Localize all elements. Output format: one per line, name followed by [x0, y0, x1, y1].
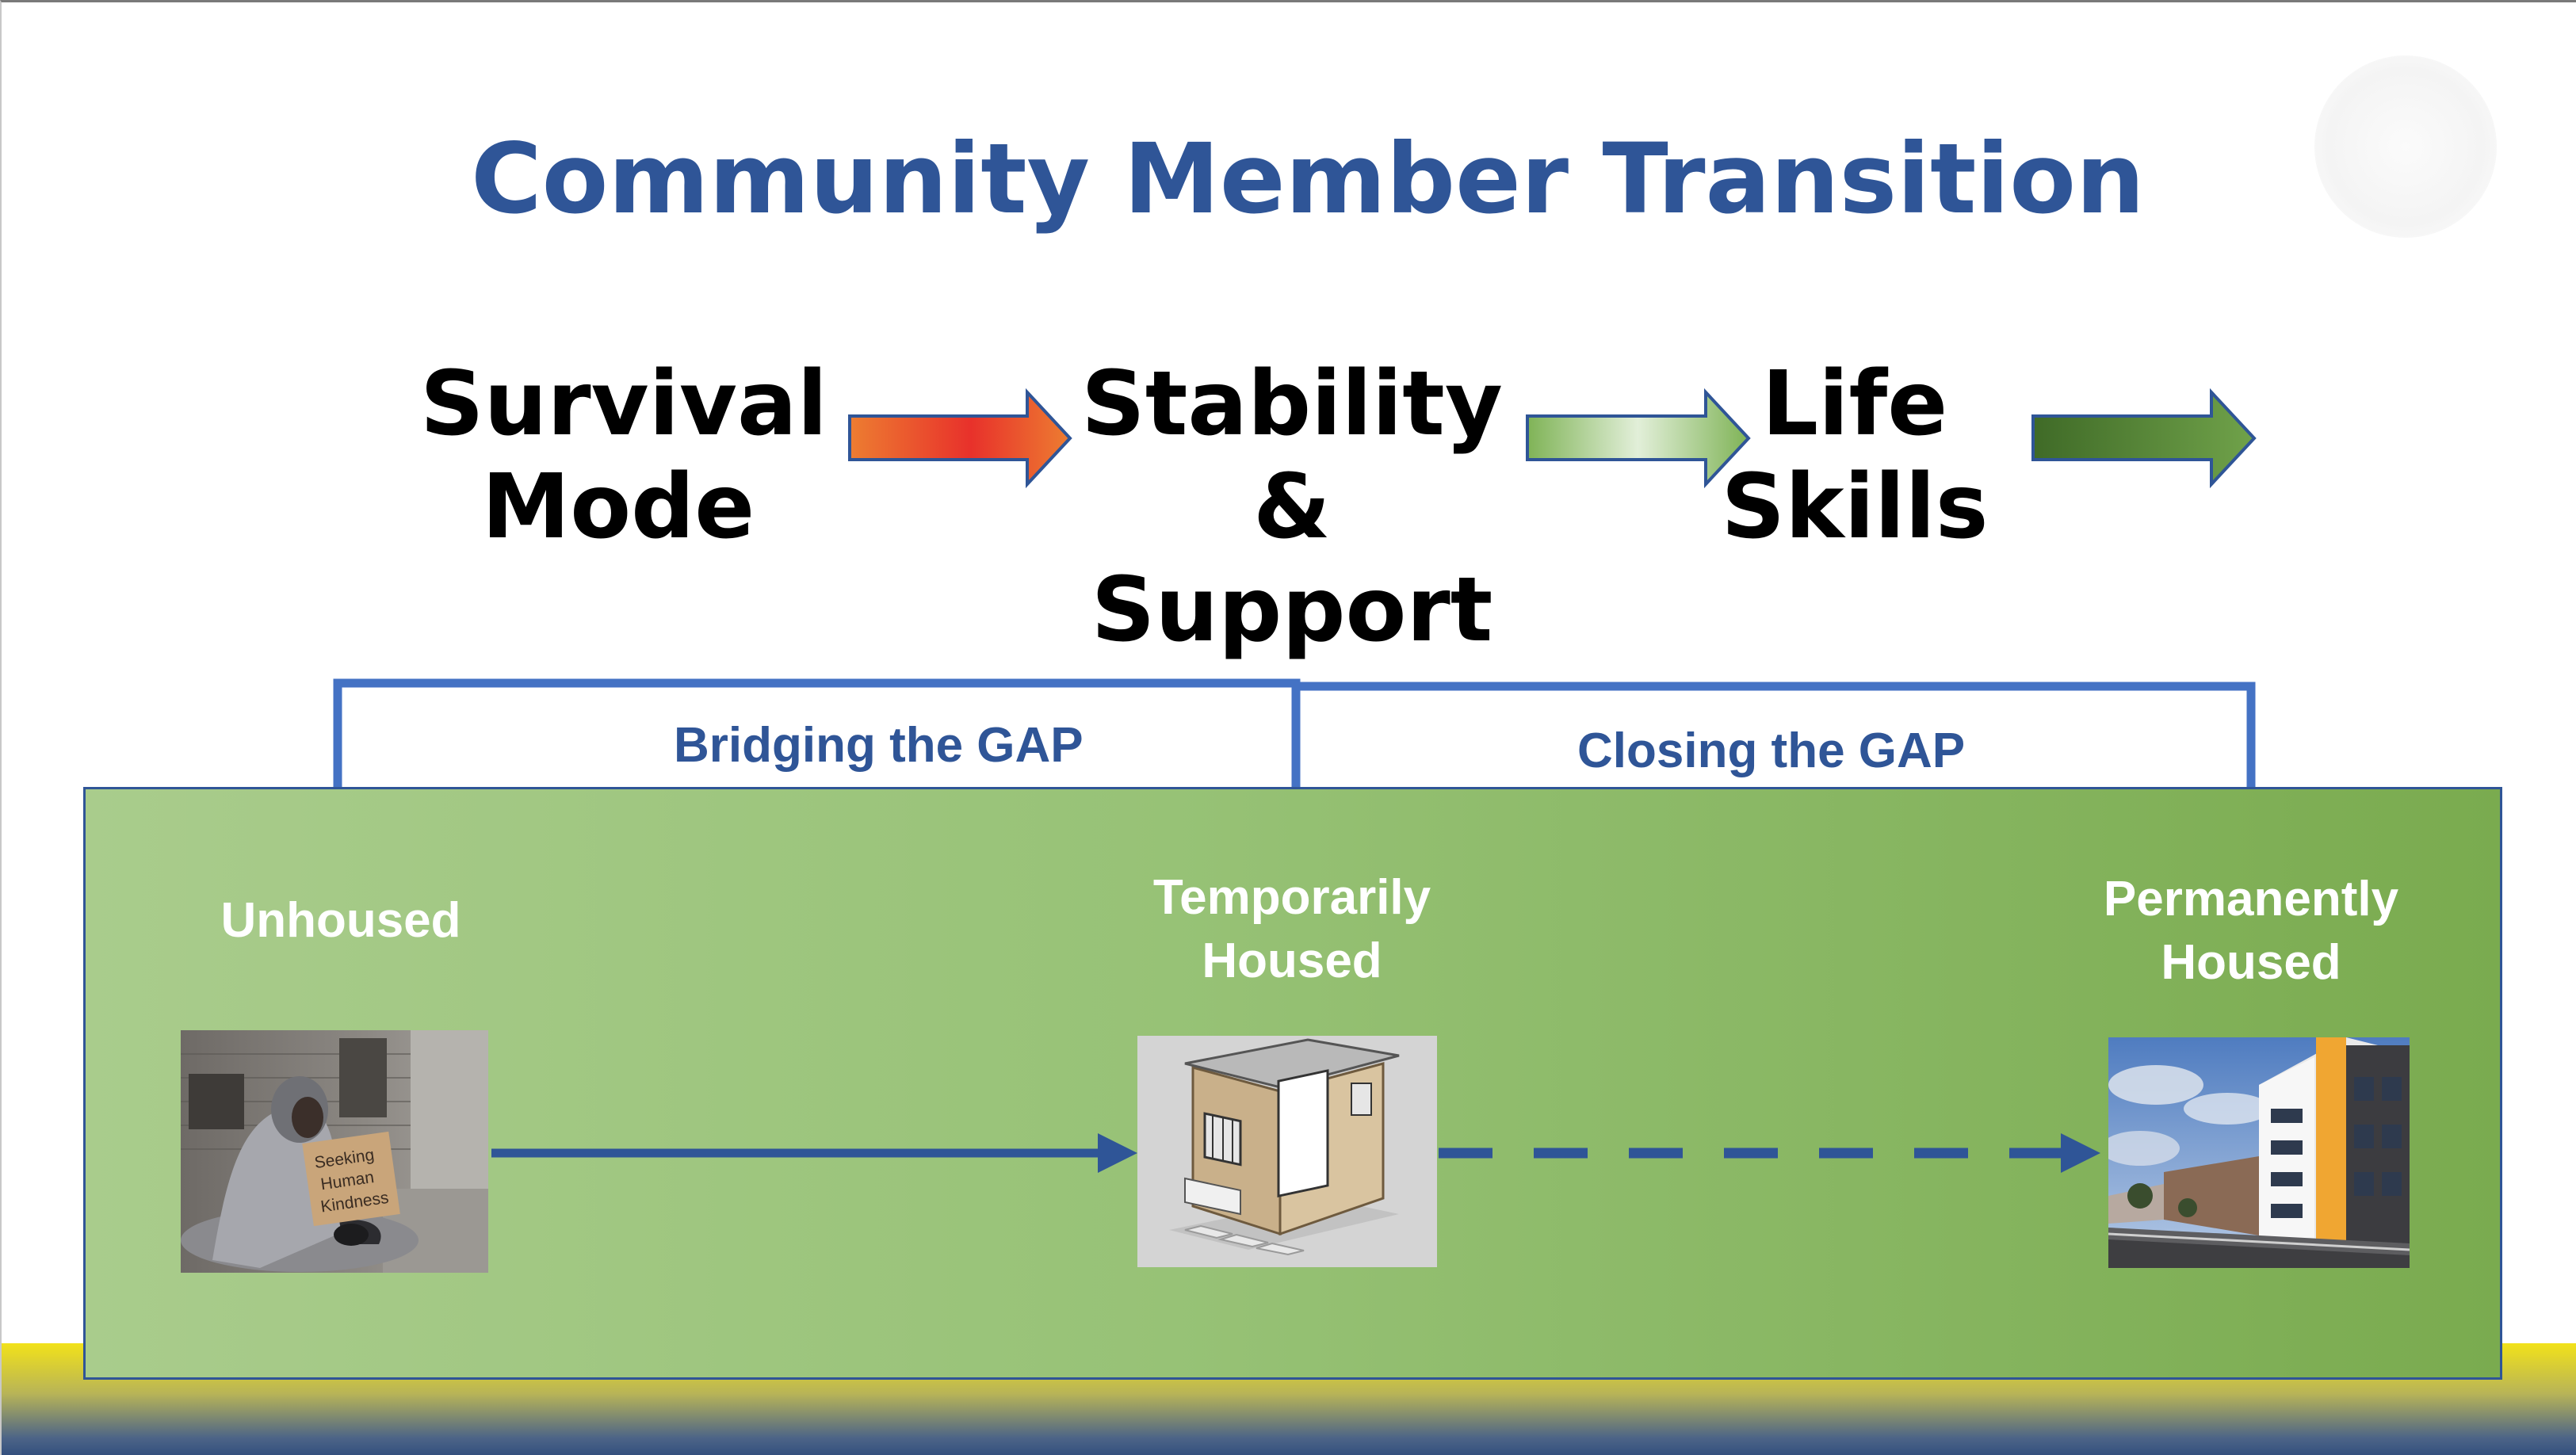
status-temporarily-housed: Temporarily Housed — [1110, 866, 1474, 993]
stage-life-skills: Life Skills — [1704, 353, 2005, 559]
stage-stability-line-2: & — [1253, 456, 1331, 559]
dashed-arrowhead — [2061, 1133, 2100, 1173]
stage-stability-support: Stability & Support — [1078, 353, 1506, 662]
stage-arrows-layer — [319, 388, 2270, 872]
label-bridging-the-gap: Bridging the GAP — [674, 718, 1084, 773]
housing-flow-arrows — [491, 1133, 2100, 1173]
stage-stability-line-3: Support — [1091, 559, 1493, 662]
gap-connector-lines — [333, 678, 2256, 846]
solid-arrowhead — [1098, 1133, 1137, 1173]
status-unhoused-line-1: Unhoused — [220, 893, 461, 948]
arrow-survival-to-stability — [848, 388, 1072, 489]
status-permanently-housed: Permanently Housed — [2061, 868, 2441, 995]
tiny-shelter-image — [1137, 1036, 1437, 1267]
faint-logo-watermark — [2314, 55, 2497, 238]
status-temporarily-line-1: Temporarily — [1152, 870, 1431, 925]
status-unhoused: Unhoused — [182, 889, 499, 953]
stage-survival-line-2: Mode — [481, 456, 755, 559]
status-temporarily-line-2: Housed — [1202, 934, 1382, 988]
label-closing-the-gap: Closing the GAP — [1577, 724, 1966, 778]
stage-survival-mode: Survival Mode — [420, 353, 828, 559]
arrow-life-skills-forward — [2031, 388, 2257, 489]
arrow-stability-to-life-skills — [1526, 388, 1751, 489]
status-permanently-line-2: Housed — [2161, 935, 2341, 990]
person-with-sign-image: Seeking Human Kindness — [181, 1030, 488, 1273]
status-permanently-line-1: Permanently — [2103, 872, 2399, 926]
apartment-building-image — [2108, 1037, 2410, 1268]
stage-life-line-1: Life — [1761, 353, 1948, 456]
stage-life-line-2: Skills — [1721, 456, 1989, 559]
page-title: Community Member Transition — [471, 123, 2145, 235]
stage-survival-line-1: Survival — [420, 353, 828, 456]
stage-stability-line-1: Stability — [1081, 353, 1503, 456]
